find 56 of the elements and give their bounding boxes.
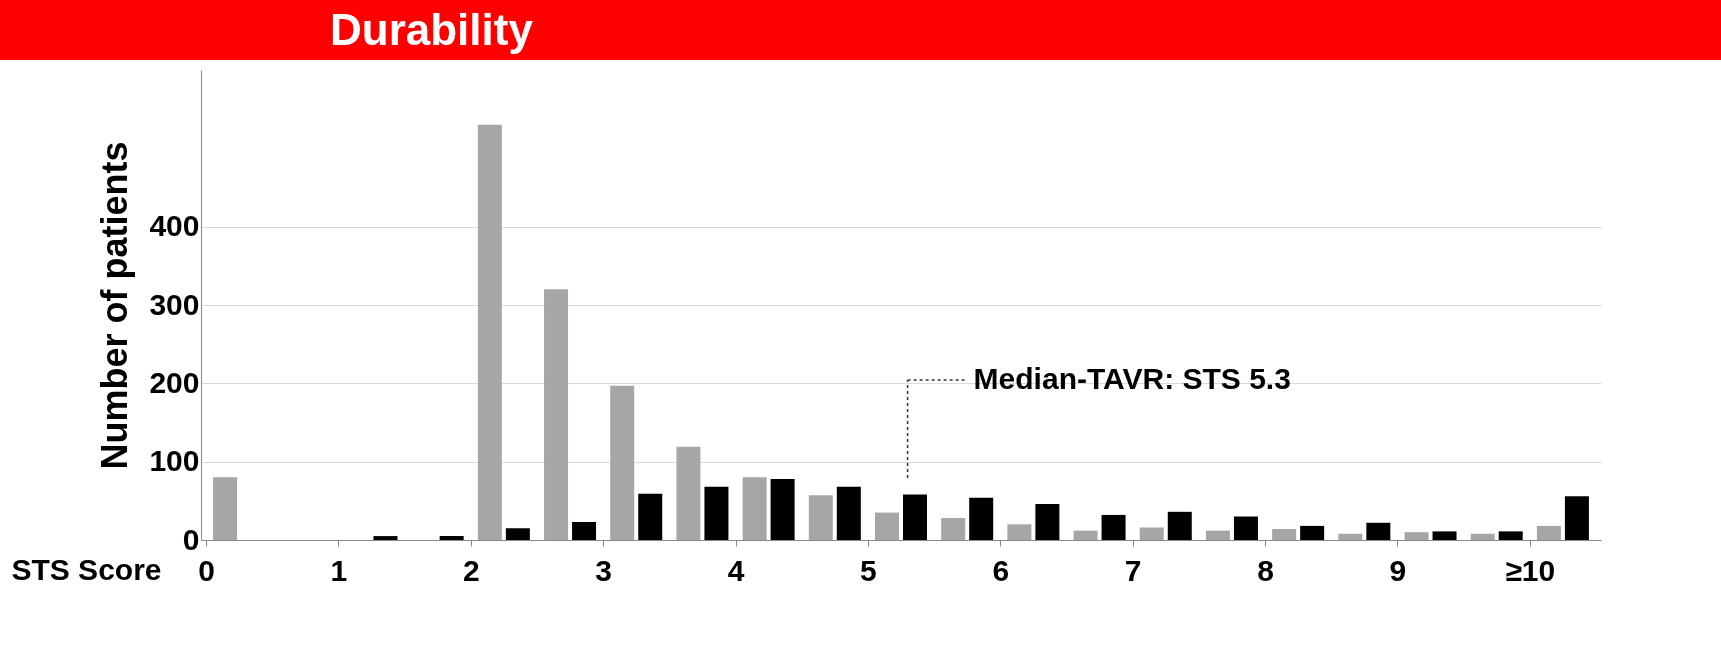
bar [1470,533,1495,540]
bar [544,289,569,540]
x-tick-label: 3 [595,553,612,587]
x-tick-label: 6 [992,553,1010,587]
bar [505,528,530,540]
bar [1498,531,1523,540]
ref-line-label: Median-TAVR: STS 5.3 [973,362,1291,395]
bar [1035,503,1060,540]
bar [1300,525,1325,540]
bar [969,497,994,540]
bar [1233,516,1258,540]
chart-title: Durability [0,0,1721,60]
x-tick-label: 4 [727,553,745,587]
bar [1073,530,1098,540]
x-tick-label: ≥10 [1505,553,1556,587]
bar [808,495,833,540]
bar [610,385,635,540]
x-tick-label: 5 [860,553,877,587]
bar [836,486,861,540]
y-tick-label: 0 [182,522,200,556]
bar [213,477,238,540]
bar [1205,530,1230,540]
bar [1101,514,1126,540]
bar [1272,529,1297,540]
bar [676,446,701,540]
y-tick-label: 200 [149,365,200,399]
bar [1167,511,1192,540]
bar [1139,527,1164,540]
bar [742,477,767,540]
x-tick-label: 8 [1257,553,1274,587]
y-axis-title: Number of patients [94,141,136,470]
bar [1536,525,1561,540]
bar [439,536,464,540]
y-tick-label: 100 [149,444,200,478]
bar [1007,524,1032,540]
bar [1338,533,1363,540]
bar [477,124,502,540]
bar [638,493,663,540]
y-tick-label: 300 [149,287,200,321]
bar [875,512,899,540]
bar [770,478,795,540]
x-tick-label: 7 [1124,553,1142,587]
bar [704,486,729,540]
bar [1432,531,1457,540]
x-tick-label: 9 [1389,553,1407,587]
x-tick-label: 2 [462,553,480,587]
bar [903,494,927,540]
x-tick-label: 1 [330,553,348,587]
bar [1564,496,1589,540]
bar [1404,532,1429,540]
bar [1366,522,1391,540]
bar [572,521,597,540]
y-tick-label: 400 [149,209,200,243]
x-axis-title: STS Score [11,552,162,586]
bar [941,518,966,540]
bar [373,536,398,540]
